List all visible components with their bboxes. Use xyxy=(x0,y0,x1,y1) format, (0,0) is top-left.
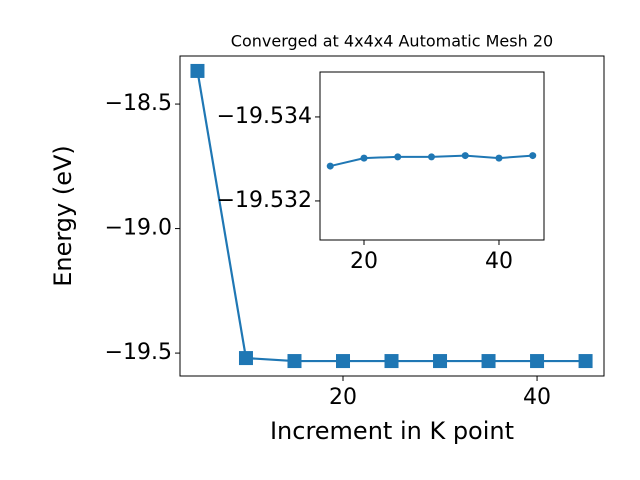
marker xyxy=(530,354,545,369)
marker xyxy=(394,153,402,161)
marker xyxy=(190,63,205,78)
x-tick-label: 40 xyxy=(485,249,513,274)
marker xyxy=(287,354,302,369)
marker xyxy=(326,162,334,170)
marker xyxy=(427,153,435,161)
marker xyxy=(336,354,351,369)
x-tick-label: 40 xyxy=(523,385,551,410)
y-axis-label: Energy (eV) xyxy=(49,145,77,287)
y-tick-label: −18.5 xyxy=(105,91,172,116)
marker xyxy=(578,354,593,369)
y-tick-label: −19.532 xyxy=(217,188,312,213)
marker xyxy=(529,152,537,160)
x-axis-label: Increment in K point xyxy=(270,417,514,445)
marker xyxy=(360,154,368,162)
marker xyxy=(238,351,253,366)
y-tick-label: −19.534 xyxy=(217,104,312,129)
x-tick-label: 20 xyxy=(350,249,378,274)
marker xyxy=(481,354,496,369)
chart-title: Converged at 4x4x4 Automatic Mesh 20 xyxy=(231,32,553,51)
y-tick-label: −19.5 xyxy=(105,340,172,365)
marker xyxy=(461,152,469,160)
marker xyxy=(433,354,448,369)
x-tick-label: 20 xyxy=(329,385,357,410)
marker xyxy=(495,154,503,162)
marker xyxy=(384,354,399,369)
y-tick-label: −19.0 xyxy=(105,216,172,241)
